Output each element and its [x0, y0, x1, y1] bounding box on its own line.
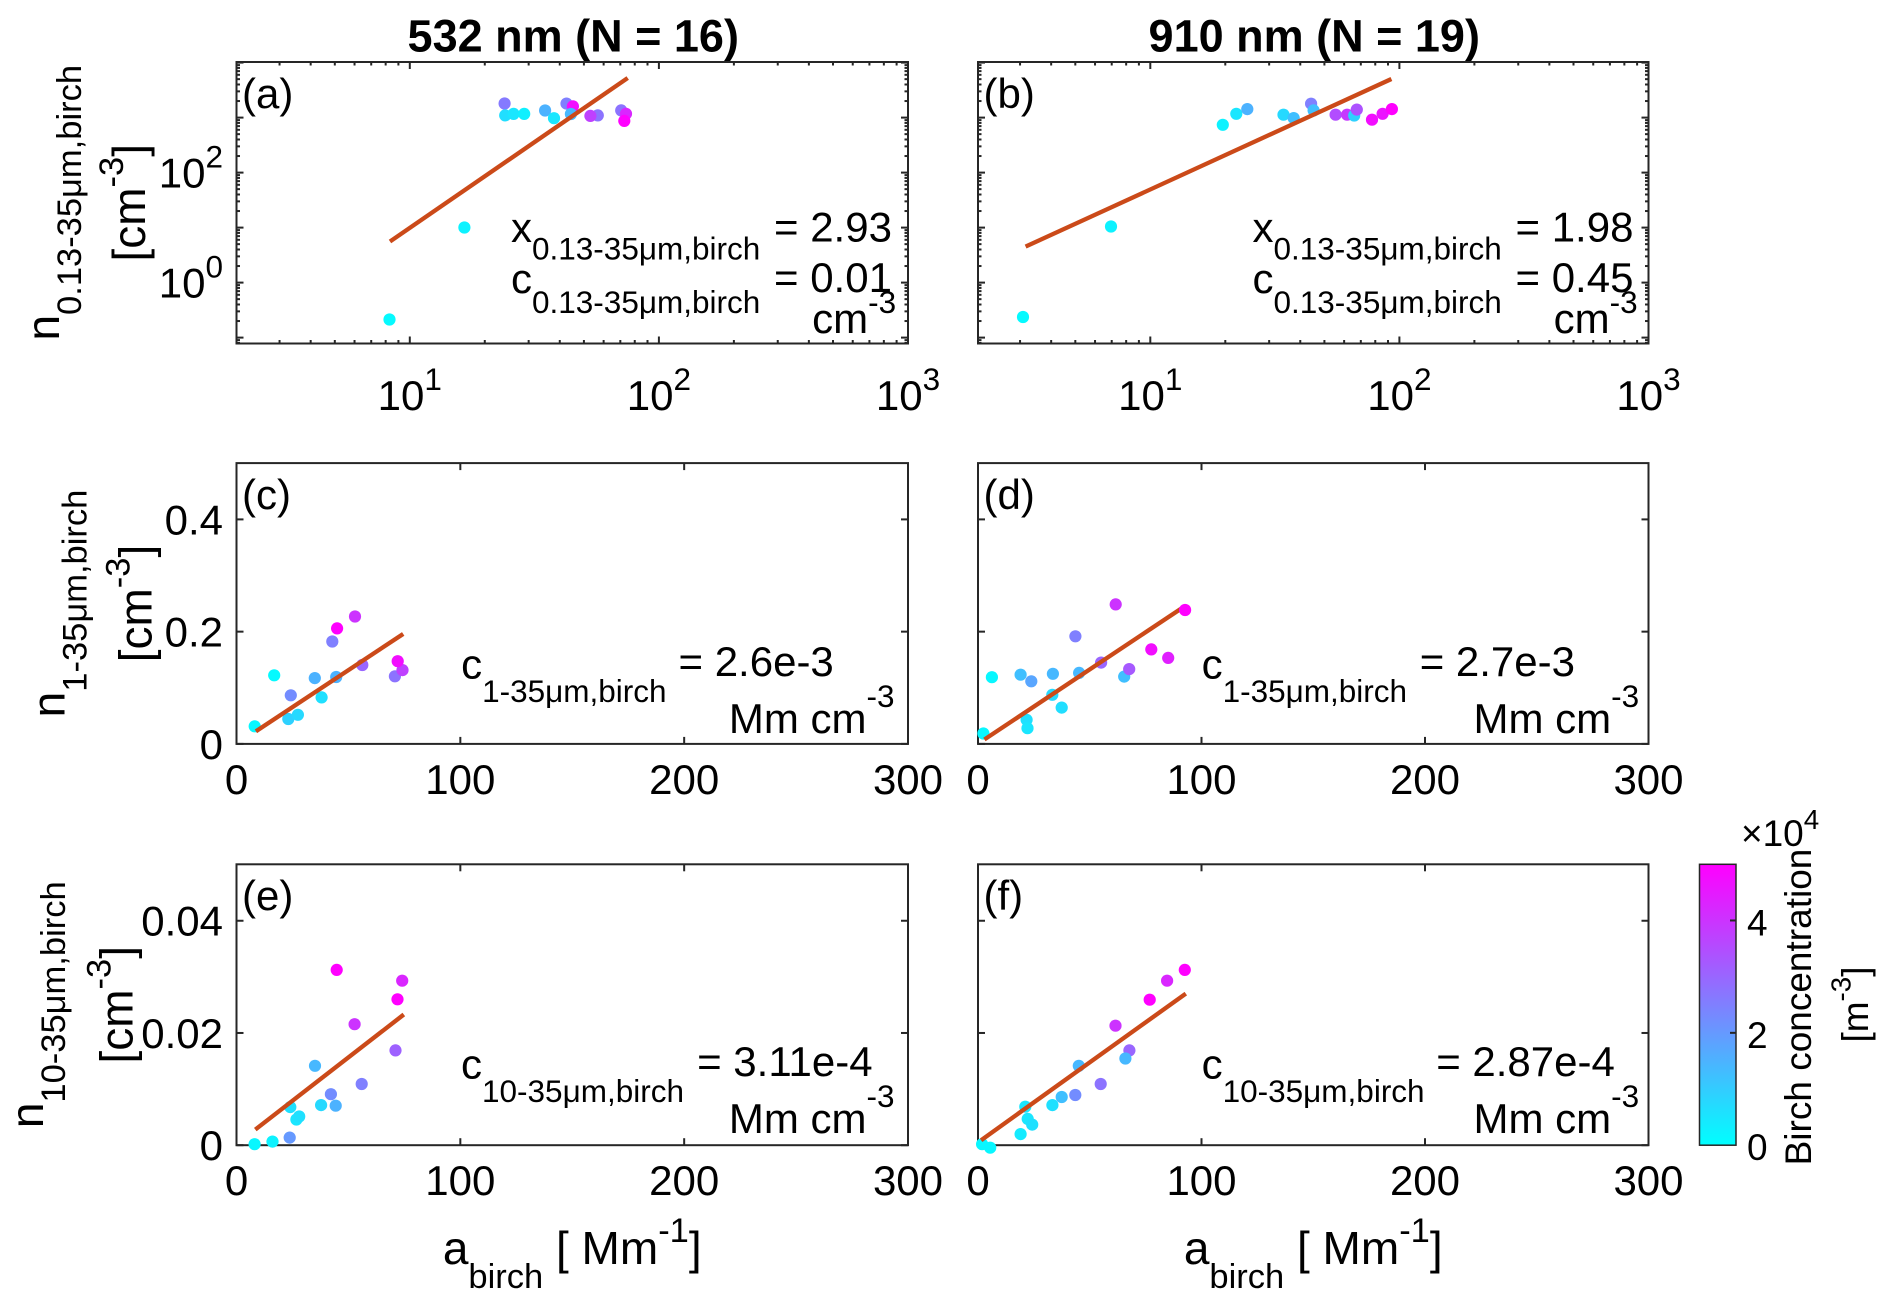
svg-text:[m-3]: [m-3] [1826, 966, 1877, 1042]
svg-text:532 nm (N = 16): 532 nm (N = 16) [408, 11, 739, 62]
svg-text:c1-35μm,birch: c1-35μm,birch [461, 640, 666, 709]
svg-text:100: 100 [159, 249, 223, 307]
svg-text:Mm cm-3: Mm cm-3 [1474, 1078, 1640, 1142]
svg-text:= 2.87e-4: = 2.87e-4 [1436, 1038, 1615, 1085]
svg-text:103: 103 [876, 361, 940, 419]
svg-text:300: 300 [1613, 756, 1683, 803]
svg-text:(a): (a) [242, 70, 293, 117]
svg-text:100: 100 [1166, 756, 1236, 803]
svg-text:[cm-3]: [cm-3] [100, 545, 162, 663]
svg-text:300: 300 [1613, 1157, 1683, 1204]
svg-text:abirch [ Mm-1]: abirch [ Mm-1] [1184, 1212, 1443, 1296]
svg-text:102: 102 [159, 139, 223, 197]
svg-text:c0.13-35μm,birch: c0.13-35μm,birch [511, 255, 760, 320]
svg-text:101: 101 [378, 361, 442, 419]
svg-text:0: 0 [225, 756, 248, 803]
svg-text:200: 200 [1390, 1157, 1460, 1204]
svg-text:0: 0 [1747, 1127, 1768, 1168]
svg-text:4: 4 [1747, 902, 1768, 943]
svg-text:×104: ×104 [1741, 804, 1819, 854]
svg-text:200: 200 [649, 756, 719, 803]
svg-text:c10-35μm,birch: c10-35μm,birch [461, 1040, 684, 1109]
svg-text:= 2.7e-3: = 2.7e-3 [1420, 638, 1575, 685]
svg-text:= 0.01: = 0.01 [774, 254, 892, 301]
svg-text:abirch [ Mm-1]: abirch [ Mm-1] [443, 1212, 702, 1296]
svg-text:Mm cm-3: Mm cm-3 [729, 678, 895, 742]
svg-text:102: 102 [1367, 361, 1431, 419]
svg-text:101: 101 [1118, 361, 1182, 419]
svg-text:Mm cm-3: Mm cm-3 [1474, 678, 1640, 742]
svg-text:(c): (c) [242, 471, 291, 518]
svg-text:= 2.93: = 2.93 [774, 204, 892, 251]
svg-text:300: 300 [873, 1157, 943, 1204]
svg-text:= 0.45: = 0.45 [1516, 254, 1634, 301]
svg-text:cm-3: cm-3 [812, 284, 896, 342]
svg-text:n0.13-35μm,birch: n0.13-35μm,birch [17, 65, 89, 341]
svg-text:= 2.6e-3: = 2.6e-3 [679, 638, 834, 685]
svg-text:c0.13-35μm,birch: c0.13-35μm,birch [1253, 255, 1502, 320]
svg-text:Birch concentration: Birch concentration [1778, 849, 1819, 1166]
svg-text:100: 100 [1166, 1157, 1236, 1204]
svg-text:0.04: 0.04 [141, 898, 223, 945]
svg-text:[cm-3]: [cm-3] [81, 946, 143, 1064]
svg-text:n10-35μm,birch: n10-35μm,birch [1, 881, 73, 1128]
svg-text:c1-35μm,birch: c1-35μm,birch [1202, 640, 1407, 709]
svg-text:100: 100 [425, 756, 495, 803]
svg-text:2: 2 [1747, 1015, 1768, 1056]
svg-text:c10-35μm,birch: c10-35μm,birch [1202, 1040, 1425, 1109]
svg-text:100: 100 [425, 1157, 495, 1204]
svg-text:= 3.11e-4: = 3.11e-4 [697, 1038, 873, 1085]
svg-text:102: 102 [627, 361, 691, 419]
svg-text:[cm-3]: [cm-3] [93, 144, 155, 262]
svg-text:0: 0 [200, 721, 223, 768]
svg-text:(e): (e) [242, 872, 293, 919]
svg-text:300: 300 [873, 756, 943, 803]
svg-text:0: 0 [966, 756, 989, 803]
svg-text:103: 103 [1616, 361, 1680, 419]
svg-text:0.2: 0.2 [165, 609, 223, 656]
svg-text:910 nm (N = 19): 910 nm (N = 19) [1149, 11, 1480, 62]
svg-text:x0.13-35μm,birch: x0.13-35μm,birch [511, 204, 760, 267]
svg-text:Mm cm-3: Mm cm-3 [729, 1078, 895, 1142]
svg-text:200: 200 [1390, 756, 1460, 803]
svg-text:0.4: 0.4 [165, 496, 223, 543]
svg-text:200: 200 [649, 1157, 719, 1204]
svg-text:(b): (b) [984, 70, 1035, 117]
svg-text:(d): (d) [984, 471, 1035, 518]
svg-text:0.02: 0.02 [141, 1010, 223, 1057]
svg-text:cm-3: cm-3 [1554, 284, 1638, 342]
svg-text:= 1.98: = 1.98 [1516, 204, 1634, 251]
svg-text:0: 0 [200, 1122, 223, 1169]
svg-text:(f): (f) [984, 872, 1024, 919]
svg-text:0: 0 [225, 1157, 248, 1204]
svg-text:0: 0 [966, 1157, 989, 1204]
svg-text:x0.13-35μm,birch: x0.13-35μm,birch [1253, 204, 1502, 267]
svg-text:n1-35μm,birch: n1-35μm,birch [23, 490, 95, 718]
